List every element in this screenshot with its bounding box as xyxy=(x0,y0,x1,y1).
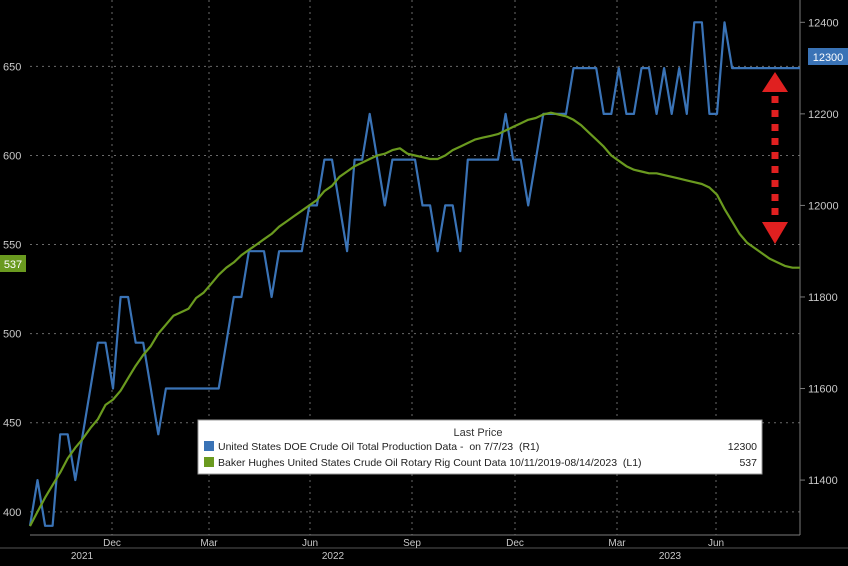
right-axis-tick-labels: 11400 11600 11800 12000 12200 12400 xyxy=(800,17,839,487)
red-double-arrow-annotation xyxy=(762,72,788,244)
series-lines xyxy=(28,21,800,527)
left-tick-label: 450 xyxy=(3,418,21,430)
right-tick-label: 11800 xyxy=(808,292,838,304)
legend-value-production: 12300 xyxy=(728,441,757,453)
legend-box xyxy=(197,419,763,475)
legend-label-rigcount: Baker Hughes United States Crude Oil Rot… xyxy=(218,457,642,469)
arrow-head-down xyxy=(762,222,788,244)
legend-swatch-rigcount xyxy=(204,457,214,467)
x-tick-label: Mar xyxy=(200,538,218,549)
right-tick-label: 12400 xyxy=(808,17,839,29)
right-tick-label: 11400 xyxy=(808,475,838,487)
legend-swatch-production xyxy=(204,441,214,451)
x-year-label: 2022 xyxy=(322,551,345,561)
x-axis-tick-labels: Dec Mar Jun Sep Dec Mar Jun xyxy=(103,538,724,549)
left-tick-label: 400 xyxy=(3,507,21,519)
last-value-left-text: 537 xyxy=(4,259,22,271)
left-axis-tick-labels: 400 450 500 550 600 650 xyxy=(3,61,21,518)
left-tick-label: 550 xyxy=(3,240,21,252)
legend-label-production: United States DOE Crude Oil Total Produc… xyxy=(218,441,539,453)
left-tick-label: 500 xyxy=(3,329,21,341)
series-line-production xyxy=(28,21,800,527)
right-tick-label: 12200 xyxy=(808,109,839,121)
left-tick-label: 650 xyxy=(3,61,21,73)
x-axis-year-labels: 2021 2022 2023 xyxy=(71,551,682,562)
right-tick-label: 11600 xyxy=(808,384,838,396)
x-year-label: 2021 xyxy=(71,551,94,561)
last-value-right-text: 12300 xyxy=(813,52,844,64)
x-tick-label: Mar xyxy=(608,538,626,549)
series-line-rigcount xyxy=(29,111,800,527)
arrow-head-up xyxy=(762,72,788,92)
x-tick-label: Dec xyxy=(506,538,524,549)
left-tick-label: 600 xyxy=(3,150,21,162)
x-tick-label: Dec xyxy=(103,538,121,549)
last-value-tag-left: 537 xyxy=(0,255,26,272)
x-tick-label: Jun xyxy=(708,538,724,549)
legend-title: Last Price xyxy=(454,427,503,439)
x-tick-label: Jun xyxy=(302,538,318,549)
legend: Last Price United States DOE Crude Oil T… xyxy=(197,419,763,475)
legend-value-rigcount: 537 xyxy=(739,457,757,469)
right-tick-label: 12000 xyxy=(808,200,839,212)
x-year-label: 2023 xyxy=(659,551,682,561)
x-tick-label: Sep xyxy=(403,538,421,549)
last-value-tag-right: 12300 xyxy=(808,48,848,65)
